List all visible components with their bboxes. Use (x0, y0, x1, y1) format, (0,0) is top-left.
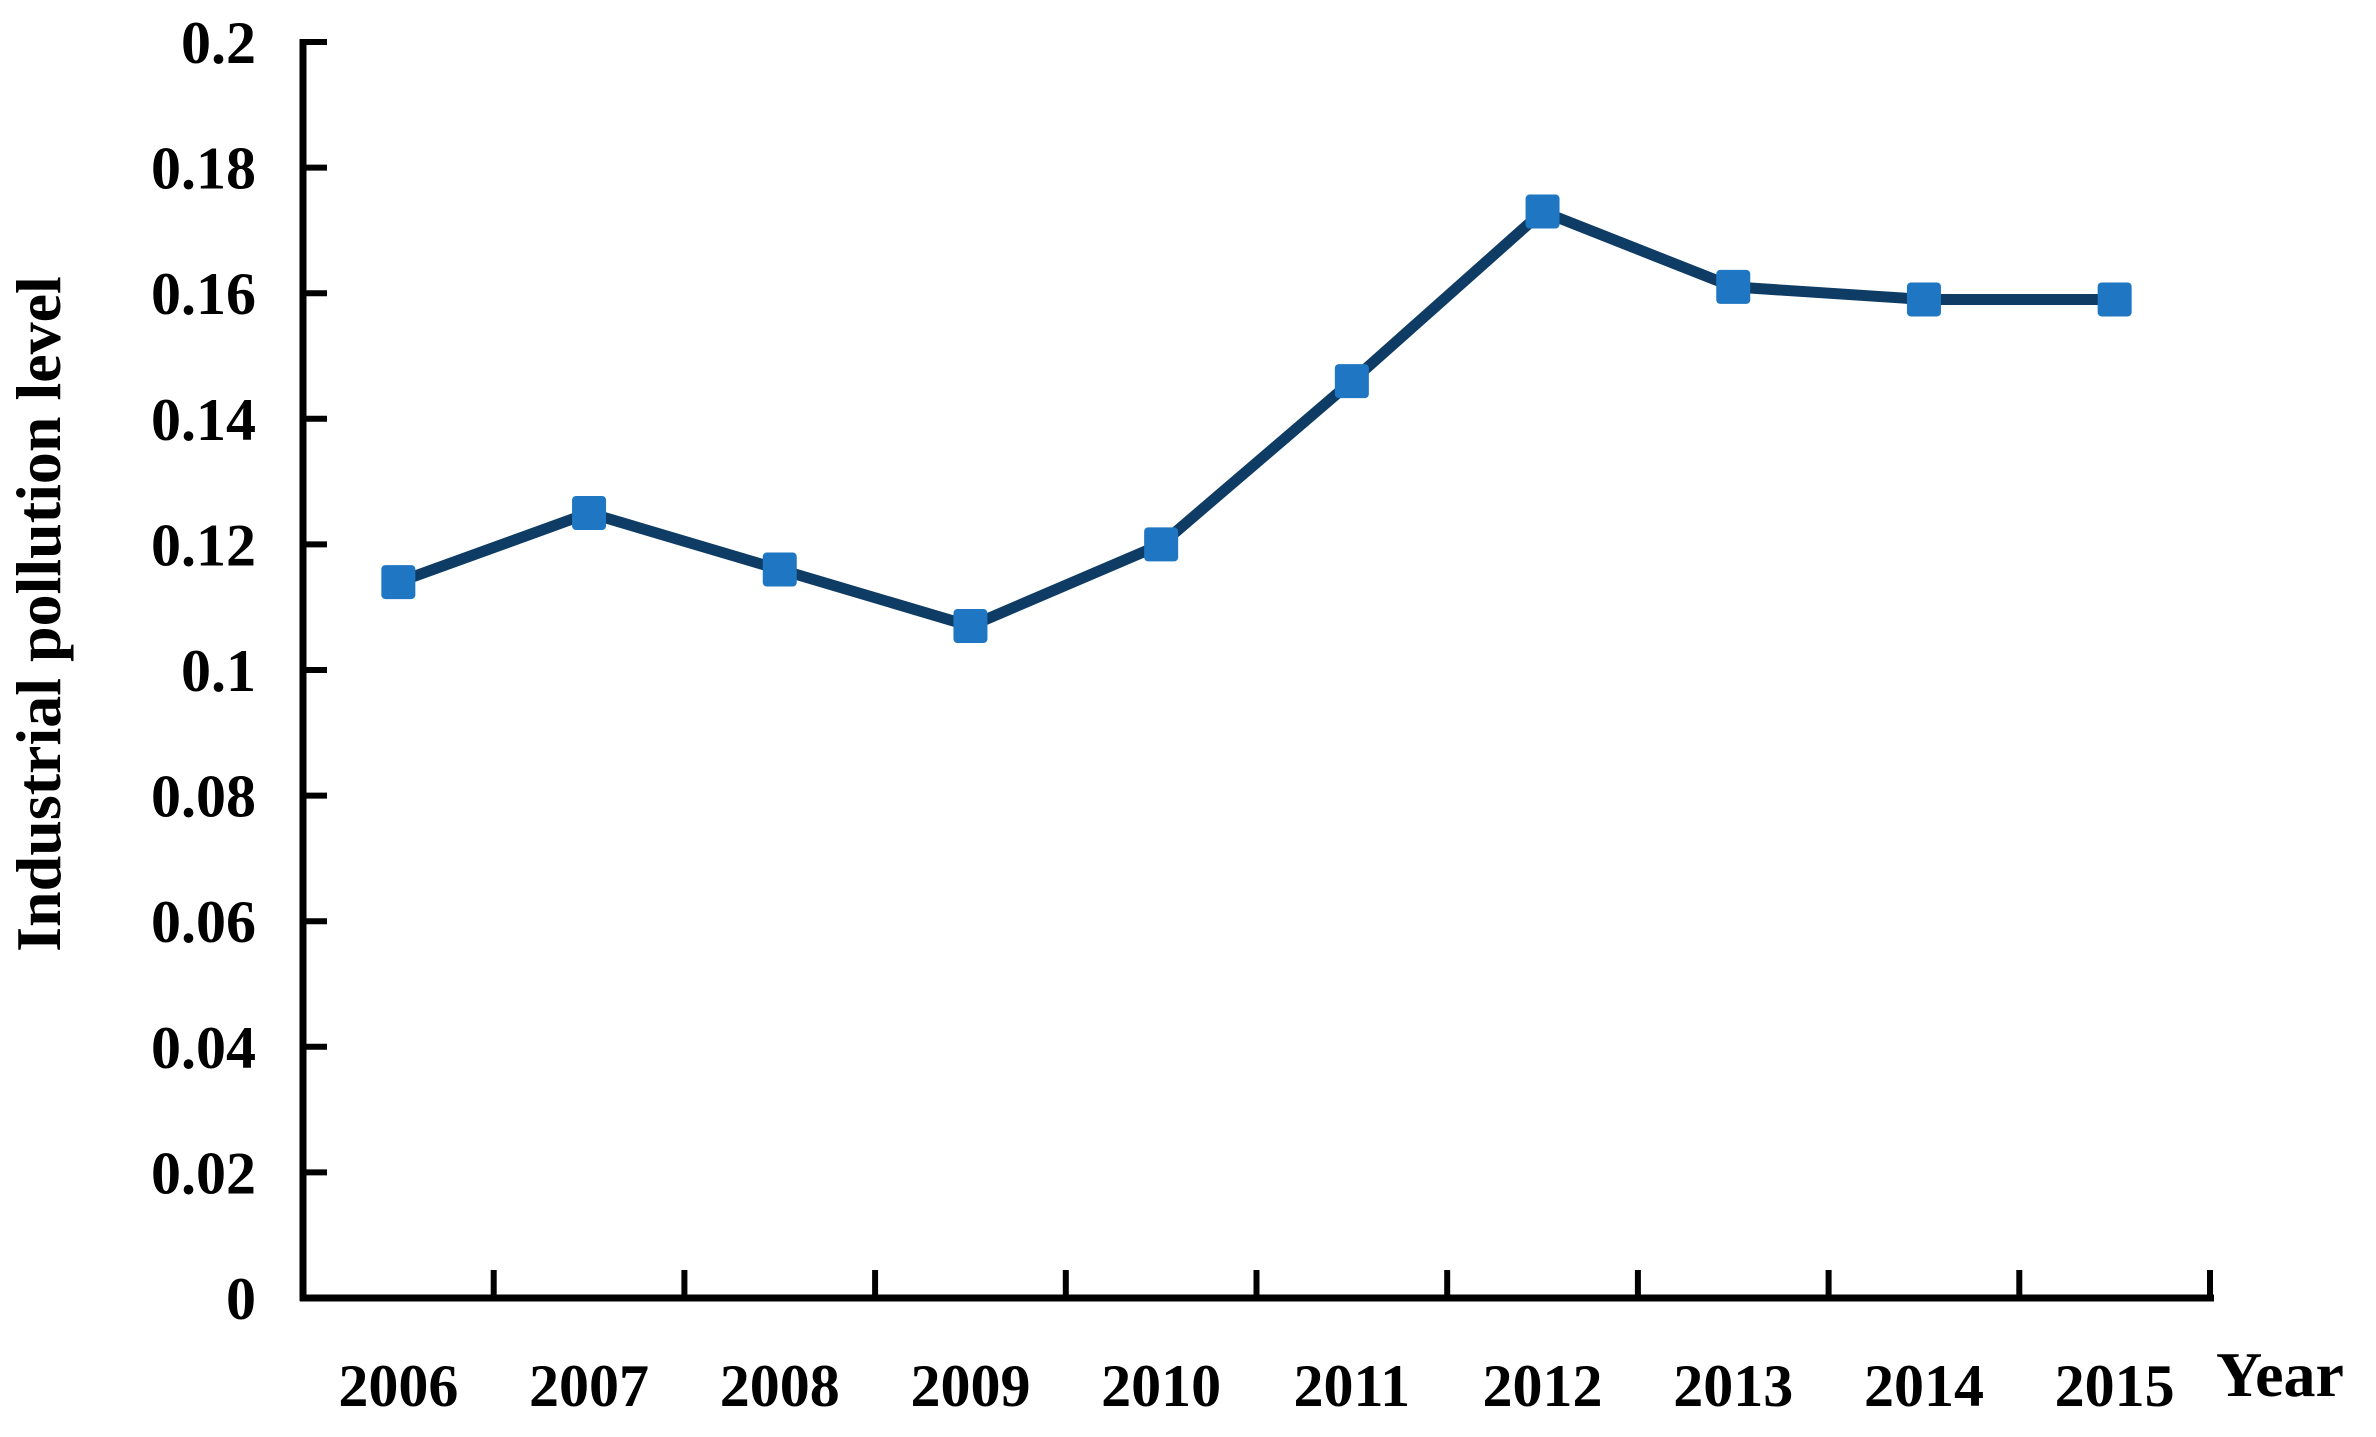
y-tick-label: 0.18 (151, 136, 256, 202)
data-point-2009 (953, 609, 988, 644)
x-tick-label: 2009 (910, 1353, 1030, 1419)
x-axis-title: Year (2216, 1339, 2344, 1410)
x-tick-label: 2006 (338, 1353, 458, 1419)
data-point-2006 (381, 565, 416, 600)
y-tick-label: 0.08 (151, 764, 256, 830)
data-point-2012 (1525, 194, 1560, 229)
x-tick-label: 2011 (1293, 1353, 1410, 1419)
x-tick-label: 2010 (1101, 1353, 1221, 1419)
data-point-2008 (762, 552, 797, 587)
x-tick-label: 2015 (2055, 1353, 2175, 1419)
data-point-2010 (1144, 527, 1179, 562)
y-axis-title: Industrial pollution level (3, 276, 74, 952)
y-tick-label: 0.14 (151, 387, 256, 453)
y-tick-label: 0.2 (181, 10, 256, 76)
data-series (381, 194, 2132, 644)
data-point-2011 (1334, 364, 1369, 399)
x-tick-label: 2013 (1673, 1353, 1793, 1419)
y-tick-label: 0.04 (151, 1015, 256, 1081)
axes (299, 39, 2214, 1302)
x-tick-label: 2012 (1483, 1353, 1603, 1419)
y-tick-label: 0 (226, 1266, 256, 1332)
y-tick-label: 0.16 (151, 261, 256, 327)
data-point-2015 (2097, 282, 2132, 317)
y-tick-label: 0.06 (151, 889, 256, 955)
data-point-2013 (1716, 269, 1751, 304)
x-tick-label: 2014 (1864, 1353, 1984, 1419)
x-tick-label: 2007 (529, 1353, 649, 1419)
series-line (392, 206, 2121, 632)
y-tick-label: 0.1 (181, 638, 256, 704)
data-point-2007 (572, 496, 607, 530)
y-tick-label: 0.12 (151, 512, 256, 578)
x-tick-label: 2008 (720, 1353, 840, 1419)
data-point-2014 (1906, 282, 1941, 317)
y-tick-labels: 0 0.02 0.04 0.06 0.08 0.1 0.12 0.14 0.16 0.18 0.2 (151, 10, 256, 1332)
y-tick-label: 0.02 (151, 1140, 256, 1206)
x-tick-labels: 2006 2007 2008 2009 2010 2011 2012 2013 2014 2015 (338, 1353, 2174, 1419)
